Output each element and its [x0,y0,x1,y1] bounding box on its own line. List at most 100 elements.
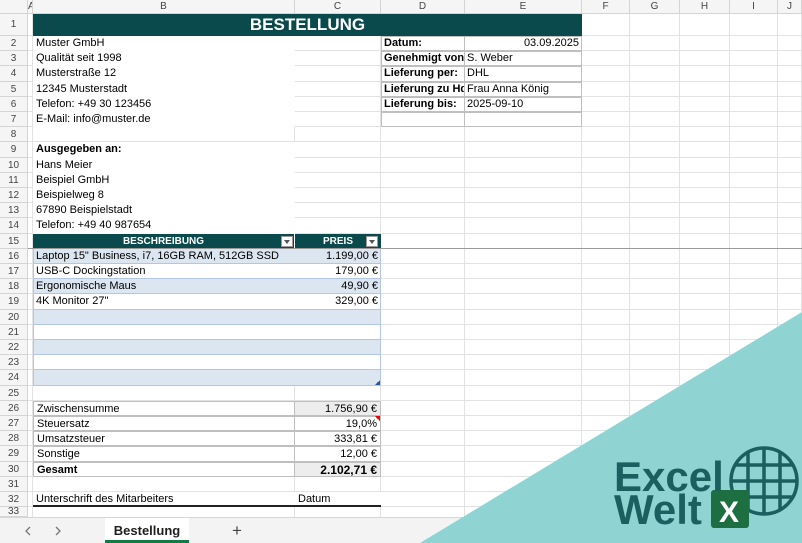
recipient-line: Telefon: +49 40 987654 [33,218,295,234]
table-row [33,355,295,371]
row-header: 25 [0,385,28,401]
grid-line [28,171,802,173]
row-header: 13 [0,203,28,219]
item-price: 1.199,00 € [326,249,378,262]
summary-label: Steuersatz [33,416,295,432]
title-banner: BESTELLUNG [33,14,582,36]
table-row [295,370,381,386]
summary-label: Sonstige [33,446,295,462]
row-header: 5 [0,81,28,97]
column-header: B [33,0,295,14]
signature-label: Unterschrift des Mitarbeiters [33,492,295,508]
info-label: Lieferung zu Hd. v [384,82,464,95]
grid-line [28,445,802,447]
item-description: 4K Monitor 27" [36,295,109,308]
freeze-pane-line [28,247,802,249]
company-line: Musterstraße 12 [33,66,295,82]
info-cell [464,36,582,52]
row-header: 29 [0,446,28,462]
row-header: 3 [0,51,28,67]
row-header: 32 [0,492,28,508]
row-header: 9 [0,142,28,158]
row-header: 33 [0,507,28,517]
table-row [295,248,381,264]
row-header: 14 [0,218,28,234]
company-line: Qualität seit 1998 [33,51,295,67]
table-row [295,340,381,356]
company-line: E-Mail: info@muster.de [33,112,295,128]
item-price: 49,90 € [341,280,378,293]
company-line: Telefon: +49 30 123456 [33,96,295,112]
filter-button[interactable] [366,235,378,247]
table-row [33,294,295,310]
table-row [295,294,381,310]
info-label: Lieferung per: [384,67,458,80]
grid-line [777,14,778,517]
grid-line [464,14,465,517]
row-header: 27 [0,416,28,432]
column-header: H [680,0,730,14]
item-price: 179,00 € [335,265,378,277]
column-header: D [381,0,465,14]
row-header: 6 [0,96,28,112]
summary-label: Zwischensumme [33,400,295,416]
info-value: S. Weber [467,52,513,65]
info-cell [464,81,582,97]
info-cell [464,112,582,128]
grid-line [28,460,802,462]
grid-line [729,14,730,517]
table-row [295,264,381,280]
row-header: 4 [0,66,28,82]
grid-line [28,323,802,325]
grid-line [28,491,802,492]
row-header: 1 [0,14,28,36]
grid-line [28,354,802,356]
grid-line [28,232,802,234]
grid-line [28,308,802,310]
recipient-heading: Ausgegeben an: [33,142,295,158]
row-header: 12 [0,188,28,204]
tab-nav-arrows[interactable] [20,525,70,537]
row-header: 26 [0,400,28,416]
row-header: 30 [0,461,28,477]
row-header: 8 [0,127,28,143]
grid-line [28,141,802,143]
row-header: 16 [0,248,28,264]
table-row [33,324,295,340]
summary-value: 12,00 € [294,446,381,462]
grid-line [28,278,802,280]
column-header: C [295,0,381,14]
grid-line [679,14,680,517]
info-label: Lieferung bis: [384,97,457,110]
column-header: I [730,0,778,14]
item-description: Ergonomische Maus [36,280,137,293]
filter-button[interactable] [281,235,293,247]
table-header: PREIS [295,233,381,249]
grid-line [28,293,802,295]
comment-indicator [375,416,380,421]
summary-label: Umsatzsteuer [33,431,295,447]
item-description: Laptop 15" Business, i7, 16GB RAM, 512GB… [36,249,279,262]
add-sheet-button[interactable]: + [232,521,242,540]
sheet-tab[interactable]: Bestellung [105,518,189,543]
row-header: 10 [0,157,28,173]
row-header: 24 [0,370,28,386]
info-label: Datum: [384,37,422,49]
grid-line [28,339,802,340]
column-header: J [778,0,802,14]
grid-line [28,506,802,508]
table-row [295,324,381,340]
row-header: 15 [0,233,28,249]
item-price: 329,00 € [335,295,378,308]
table-row [295,279,381,295]
recipient-line: Beispiel GmbH [33,172,295,188]
company-line: 12345 Musterstadt [33,81,295,97]
table-row [33,264,295,280]
summary-value: 19,0% [294,416,381,432]
info-cell [464,66,582,82]
column-header: E [465,0,582,14]
row-header: 7 [0,112,28,128]
table-row [33,340,295,356]
row-header: 20 [0,309,28,325]
